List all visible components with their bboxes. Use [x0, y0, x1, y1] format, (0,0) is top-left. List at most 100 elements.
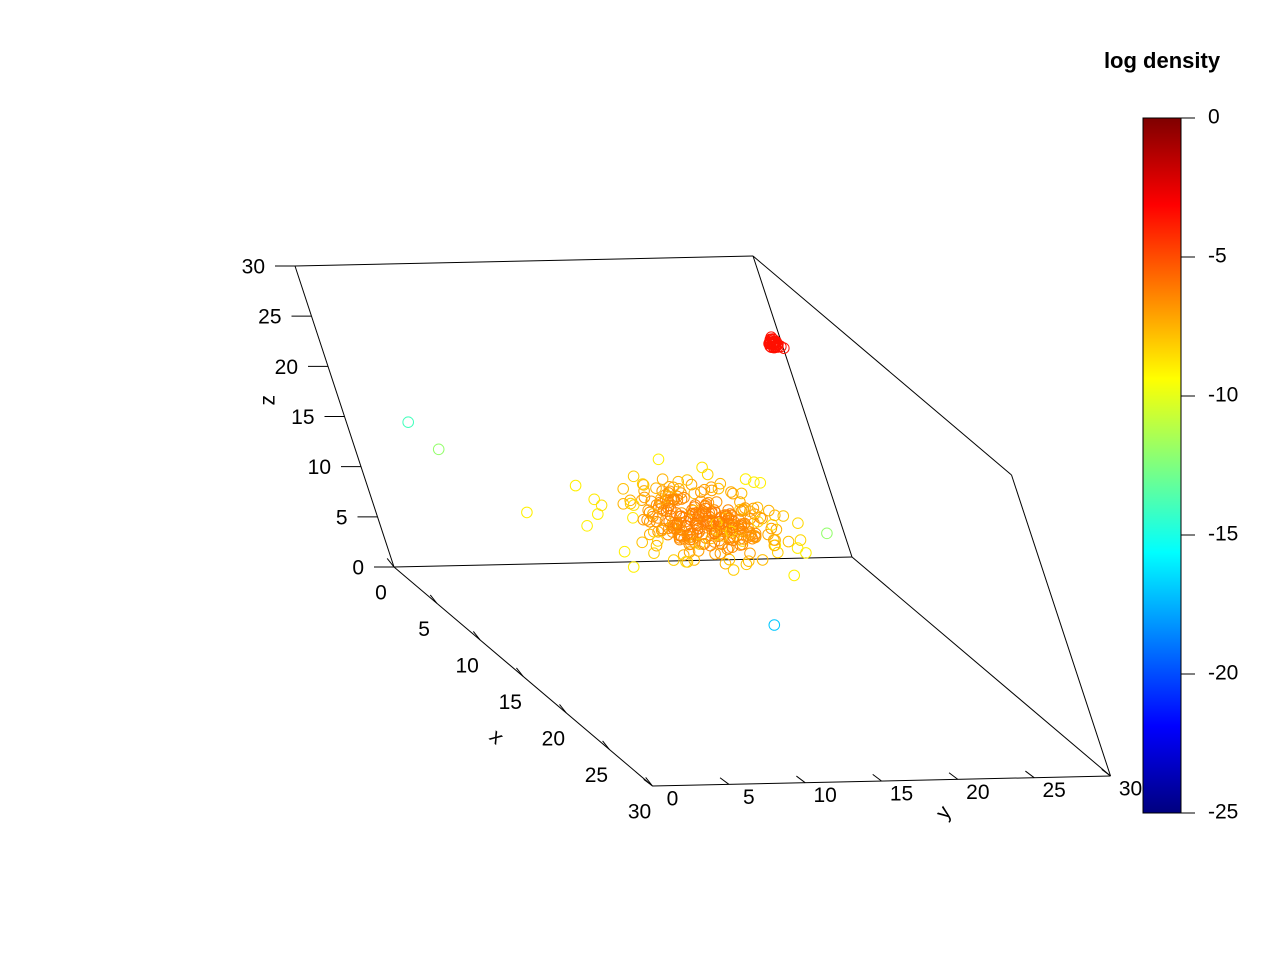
data-point [722, 504, 735, 516]
data-point [700, 498, 713, 510]
data-point [677, 549, 690, 561]
data-point [719, 557, 732, 570]
data-point [693, 538, 706, 550]
data-point [663, 515, 676, 528]
data-point [762, 528, 774, 541]
data-point [748, 476, 760, 489]
data-point [792, 517, 804, 530]
data-point [734, 533, 746, 545]
data-point [667, 554, 680, 566]
back-vertical-edge [752, 255, 853, 558]
data-point [664, 509, 677, 522]
data-point [617, 483, 630, 495]
y-tick [1101, 769, 1111, 777]
data-point [749, 530, 762, 543]
data-point [678, 491, 690, 504]
data-point [663, 481, 676, 493]
floor-right-edge [851, 556, 1111, 777]
x-tick-label: 20 [542, 728, 565, 751]
z-tick-label: 10 [308, 456, 331, 479]
data-point [788, 569, 801, 582]
data-point [684, 533, 696, 546]
data-point [752, 515, 764, 528]
data-points [402, 331, 833, 631]
data-point [768, 539, 781, 552]
data-point [698, 538, 711, 550]
y-axis-label: y [931, 801, 956, 824]
data-point [744, 505, 756, 518]
y-tick-label: 20 [966, 781, 989, 804]
x-tick [386, 558, 395, 568]
x-tick-label: 30 [628, 801, 651, 824]
data-point [652, 453, 665, 466]
data-point [727, 487, 739, 500]
data-point [701, 468, 714, 481]
colorbar-tick-label: -20 [1208, 662, 1238, 685]
data-point [744, 547, 756, 560]
data-point [698, 500, 711, 513]
data-point [772, 546, 784, 559]
data-point [739, 473, 752, 485]
data-point [655, 502, 668, 515]
x-tick-label: 5 [418, 618, 430, 641]
data-point [671, 518, 684, 530]
data-point [688, 487, 701, 500]
data-point [680, 556, 692, 568]
data-point [641, 514, 653, 526]
data-point [521, 506, 533, 519]
colorbar-ticks: 0 -5 -10 -15 -20 -25 [1181, 106, 1238, 824]
data-point [714, 477, 727, 490]
data-point [647, 508, 659, 520]
data-point [650, 539, 663, 552]
x-tick-label: 0 [375, 582, 387, 605]
data-point [768, 619, 781, 631]
data-point [736, 538, 749, 551]
data-point [644, 515, 656, 528]
data-point [710, 525, 723, 538]
data-point [727, 534, 739, 547]
colorbar-tick-label: -15 [1208, 523, 1238, 546]
data-point [742, 555, 755, 568]
data-point [735, 505, 748, 517]
data-point [402, 416, 415, 429]
data-point [627, 470, 640, 483]
data-point [800, 547, 812, 559]
data-point [618, 545, 631, 558]
data-point [765, 341, 778, 354]
data-point [648, 547, 660, 560]
data-point [726, 521, 739, 534]
data-point [751, 501, 764, 514]
data-point [696, 461, 708, 474]
data-point [644, 528, 656, 541]
data-point [695, 486, 707, 498]
data-point [716, 530, 729, 542]
data-point [716, 538, 728, 551]
floor-back-edge [393, 556, 853, 568]
colorbar-title: log density [1104, 48, 1221, 73]
z-tick-label: 30 [242, 256, 265, 279]
data-point [650, 482, 662, 495]
y-tick [719, 777, 730, 785]
right-vertical-edge [1011, 474, 1111, 777]
data-point [769, 341, 782, 354]
data-point [627, 512, 639, 524]
top-left-edge [294, 255, 754, 267]
data-point [698, 483, 711, 496]
data-point [656, 473, 669, 486]
y-tick-label: 5 [743, 786, 755, 809]
data-point [663, 496, 675, 509]
z-tick-label: 0 [352, 557, 364, 580]
data-point [756, 554, 769, 566]
data-point [690, 517, 702, 530]
x-tick [516, 667, 524, 677]
data-point [637, 479, 650, 491]
z-tick-label: 5 [336, 506, 348, 529]
data-point [706, 507, 718, 519]
y-tick [643, 779, 653, 787]
data-point [727, 564, 740, 576]
x-tick [559, 704, 567, 714]
data-point [709, 527, 721, 540]
data-point [624, 497, 637, 510]
data-point [667, 481, 680, 494]
